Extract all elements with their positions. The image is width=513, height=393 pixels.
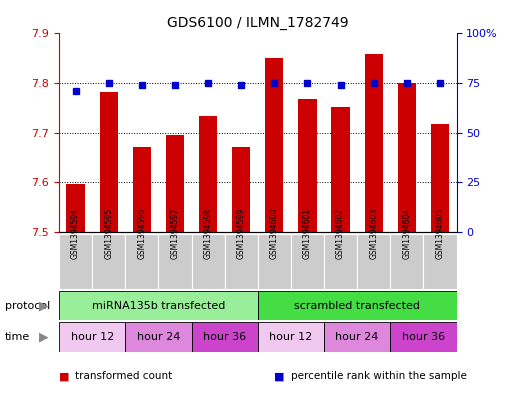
Text: hour 24: hour 24 <box>336 332 379 342</box>
Text: GSM1394599: GSM1394599 <box>236 208 246 259</box>
Bar <box>225 234 258 289</box>
Bar <box>92 234 125 289</box>
Text: ▶: ▶ <box>39 331 48 343</box>
Text: GSM1394596: GSM1394596 <box>137 208 146 259</box>
Text: GSM1394601: GSM1394601 <box>303 208 312 259</box>
Bar <box>365 54 383 232</box>
Text: hour 36: hour 36 <box>203 332 246 342</box>
Bar <box>398 83 416 232</box>
Text: ■: ■ <box>59 371 69 382</box>
Bar <box>191 322 258 352</box>
Bar <box>159 234 191 289</box>
Text: scrambled transfected: scrambled transfected <box>294 301 420 310</box>
Text: transformed count: transformed count <box>75 371 173 382</box>
Bar <box>59 322 125 352</box>
Text: GSM1394597: GSM1394597 <box>170 208 180 259</box>
Bar <box>125 234 159 289</box>
Bar <box>67 184 85 232</box>
Text: hour 12: hour 12 <box>269 332 312 342</box>
Bar <box>166 135 184 232</box>
Text: hour 12: hour 12 <box>70 332 114 342</box>
Text: percentile rank within the sample: percentile rank within the sample <box>291 371 467 382</box>
Text: hour 24: hour 24 <box>136 332 180 342</box>
Bar <box>133 147 151 232</box>
Bar <box>390 234 423 289</box>
Text: GSM1394602: GSM1394602 <box>336 208 345 259</box>
Text: GSM1394605: GSM1394605 <box>436 208 444 259</box>
Text: GSM1394600: GSM1394600 <box>270 208 279 259</box>
Bar <box>199 116 217 232</box>
Bar <box>431 124 449 232</box>
Bar <box>423 234 457 289</box>
Bar <box>390 322 457 352</box>
Bar <box>299 99 317 232</box>
Bar <box>258 322 324 352</box>
Bar <box>265 58 284 232</box>
Text: GSM1394595: GSM1394595 <box>104 208 113 259</box>
Bar <box>331 107 350 232</box>
Bar <box>324 322 390 352</box>
Bar <box>291 234 324 289</box>
Text: GSM1394598: GSM1394598 <box>204 208 212 259</box>
Bar <box>357 234 390 289</box>
Bar <box>100 92 118 232</box>
Text: GSM1394594: GSM1394594 <box>71 208 80 259</box>
Text: time: time <box>5 332 30 342</box>
Text: ■: ■ <box>274 371 285 382</box>
Text: GSM1394603: GSM1394603 <box>369 208 378 259</box>
Bar <box>59 234 92 289</box>
Bar <box>59 291 258 320</box>
Bar <box>258 234 291 289</box>
Text: protocol: protocol <box>5 301 50 310</box>
Text: miRNA135b transfected: miRNA135b transfected <box>92 301 225 310</box>
Bar <box>232 147 250 232</box>
Text: ▶: ▶ <box>39 299 48 312</box>
Text: hour 36: hour 36 <box>402 332 445 342</box>
Text: GSM1394604: GSM1394604 <box>402 208 411 259</box>
Bar <box>191 234 225 289</box>
Title: GDS6100 / ILMN_1782749: GDS6100 / ILMN_1782749 <box>167 16 349 29</box>
Bar <box>125 322 191 352</box>
Bar <box>324 234 357 289</box>
Bar <box>258 291 457 320</box>
